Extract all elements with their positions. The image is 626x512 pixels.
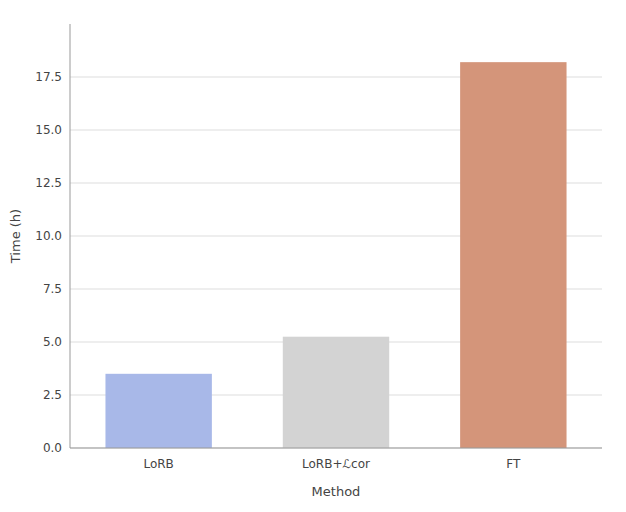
x-tick-label: LoRB bbox=[143, 457, 173, 471]
y-tick-label: 12.5 bbox=[35, 176, 62, 190]
y-tick-label: 15.0 bbox=[35, 123, 62, 137]
y-tick-labels: 0.0 2.5 5.0 7.5 10.0 12.5 15.0 17.5 bbox=[35, 70, 62, 455]
bars bbox=[105, 62, 566, 448]
bar bbox=[105, 374, 211, 448]
y-tick-label: 0.0 bbox=[43, 441, 62, 455]
grid-line bbox=[70, 448, 602, 449]
x-axis-line bbox=[70, 448, 602, 449]
y-tick-label: 2.5 bbox=[43, 388, 62, 402]
bar bbox=[283, 337, 389, 448]
y-axis-label: Time (h) bbox=[8, 209, 23, 264]
chart-container: 0.0 2.5 5.0 7.5 10.0 12.5 15.0 17.5 LoRB LoRB+ℒco… bbox=[0, 0, 626, 512]
y-tick-label: 5.0 bbox=[43, 335, 62, 349]
bar bbox=[460, 62, 566, 448]
y-tick-label: 17.5 bbox=[35, 70, 62, 84]
y-tick-label: 7.5 bbox=[43, 282, 62, 296]
x-tick-labels: LoRB LoRB+ℒcor FT bbox=[143, 457, 521, 471]
chart-svg: 0.0 2.5 5.0 7.5 10.0 12.5 15.0 17.5 LoRB LoRB+ℒco… bbox=[0, 0, 626, 512]
y-tick-label: 10.0 bbox=[35, 229, 62, 243]
y-axis-line bbox=[70, 24, 71, 448]
x-tick-label: FT bbox=[506, 457, 521, 471]
x-tick-label: LoRB+ℒcor bbox=[302, 457, 370, 471]
x-axis-label: Method bbox=[312, 484, 361, 499]
